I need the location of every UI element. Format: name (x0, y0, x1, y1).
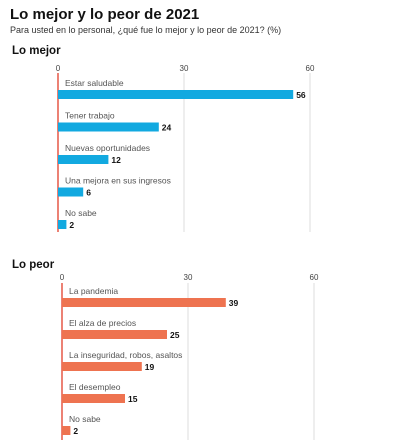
chart-title: Lo mejor y lo peor de 2021 (10, 6, 200, 23)
best-category-label: Nuevas oportunidades (65, 143, 150, 153)
worst-tick-label-30: 30 (184, 273, 193, 282)
worst-value-label: 19 (145, 362, 155, 372)
best-category-label: Tener trabajo (65, 111, 115, 121)
worst-tick-label-60: 60 (310, 273, 319, 282)
best-category-label: Una mejora en sus ingresos (65, 176, 171, 186)
worst-value-label: 15 (128, 394, 138, 404)
worst-category-label: La pandemia (69, 286, 118, 296)
best-bar (58, 187, 84, 197)
best-tick-label-0: 0 (56, 64, 61, 73)
best-value-label: 6 (86, 188, 91, 198)
best-bar (58, 122, 159, 132)
worst-category-label: El desempleo (69, 382, 121, 392)
best-category-label: No sabe (65, 208, 97, 218)
worst-bar (62, 330, 167, 339)
worst-panel-title: Lo peor (12, 259, 55, 271)
worst-tick-label-0: 0 (60, 273, 65, 282)
best-category-label: Estar saludable (65, 78, 124, 88)
best-tick-label-30: 30 (180, 64, 189, 73)
best-value-label: 12 (111, 155, 121, 165)
worst-value-label: 39 (229, 298, 239, 308)
chart-subtitle: Para usted en lo personal, ¿qué fue lo m… (10, 25, 282, 35)
worst-category-label: La inseguridad, robos, asaltos (69, 350, 182, 360)
best-value-label: 56 (296, 90, 306, 100)
worst-bar (62, 298, 226, 307)
worst-bar (62, 362, 142, 371)
best-tick-label-60: 60 (306, 64, 315, 73)
best-value-label: 2 (69, 220, 74, 230)
worst-value-label: 2 (73, 426, 78, 436)
worst-value-label: 25 (170, 330, 180, 340)
worst-bar (62, 426, 71, 435)
worst-bar (62, 394, 125, 403)
best-value-label: 24 (162, 123, 172, 133)
best-panel-title: Lo mejor (12, 45, 61, 57)
worst-category-label: El alza de precios (69, 318, 136, 328)
best-bar (58, 155, 109, 164)
best-bar (58, 220, 67, 229)
worst-category-label: No sabe (69, 414, 101, 424)
best-bar (58, 90, 294, 99)
